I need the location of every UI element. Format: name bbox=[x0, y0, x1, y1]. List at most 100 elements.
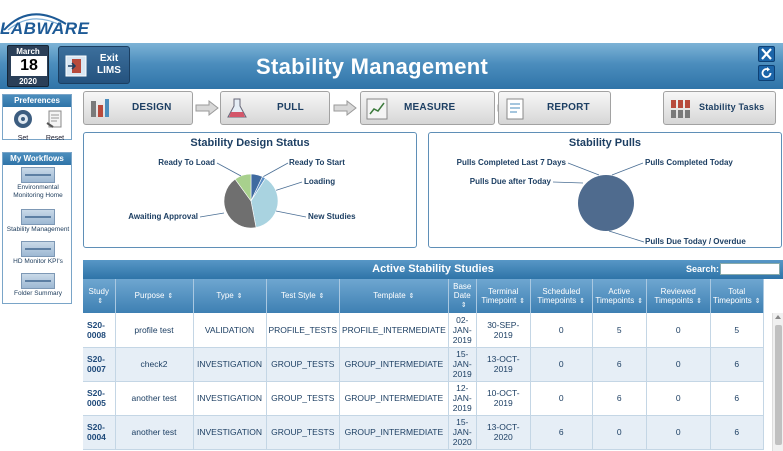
column-header-label: Scheduled Timepoints bbox=[537, 286, 581, 305]
reset-preferences-button[interactable]: Reset bbox=[41, 109, 69, 142]
table-cell: 0 bbox=[530, 313, 593, 348]
column-header[interactable]: Reviewed Timepoints ⇕ bbox=[646, 279, 711, 313]
study-id-cell[interactable]: S20-0008 bbox=[83, 313, 116, 348]
column-header[interactable]: Terminal Timepoint ⇕ bbox=[476, 279, 531, 313]
scroll-up-icon[interactable] bbox=[775, 315, 781, 319]
table-cell: 6 bbox=[710, 381, 764, 416]
workflow-item-stability-management[interactable]: Stability Management bbox=[5, 209, 71, 234]
table-cell: GROUP_TESTS bbox=[266, 347, 340, 382]
table-cell: 5 bbox=[592, 313, 647, 348]
column-header[interactable]: Base Date ⇕ bbox=[448, 279, 477, 313]
preferences-panel: Preferences Set Reset bbox=[2, 94, 72, 142]
column-header[interactable]: Active Timepoints ⇕ bbox=[592, 279, 647, 313]
design-slice[interactable] bbox=[223, 178, 257, 229]
close-icon[interactable] bbox=[758, 46, 775, 62]
table-cell: 0 bbox=[646, 347, 711, 382]
column-header[interactable]: Study⇕ bbox=[83, 279, 116, 313]
column-header-label: Study bbox=[88, 286, 109, 296]
table-row[interactable]: S20-0005 another test INVESTIGATION GROUP_T… bbox=[83, 381, 764, 416]
measure-label: MEASURE bbox=[404, 102, 456, 113]
date-year: 2020 bbox=[19, 77, 37, 86]
pulls-slice-label: Pulls Due Today / Overdue bbox=[645, 237, 746, 246]
stability-design-status-chart: Stability Design Status Ready To Start Lo… bbox=[83, 132, 417, 248]
table-cell: 13-OCT-2019 bbox=[476, 347, 531, 382]
arrow-right-icon bbox=[195, 100, 219, 116]
table-cell: 6 bbox=[710, 415, 764, 450]
table-cell: 0 bbox=[592, 415, 647, 450]
sort-icon[interactable]: ⇕ bbox=[637, 297, 644, 305]
study-id-cell[interactable]: S20-0004 bbox=[83, 415, 116, 450]
design-leader-line bbox=[258, 162, 289, 180]
table-cell: GROUP_INTERMEDIATE bbox=[339, 381, 449, 416]
workflow-label: Stability Management bbox=[6, 226, 70, 233]
column-header-label: Total Timepoints bbox=[712, 286, 752, 305]
sort-icon[interactable]: ⇕ bbox=[754, 297, 761, 305]
exit-lims-button[interactable]: Exit LIMS bbox=[58, 46, 130, 84]
design-button[interactable]: DESIGN bbox=[83, 91, 193, 125]
column-header[interactable]: Scheduled Timepoints ⇕ bbox=[530, 279, 593, 313]
design-slice-label: New Studies bbox=[308, 212, 356, 221]
workflow-thumbnail-icon bbox=[21, 167, 55, 183]
set-preferences-button[interactable]: Set bbox=[9, 109, 37, 142]
column-header[interactable]: Type ⇕ bbox=[193, 279, 267, 313]
table-cell: PROFILE_INTERMEDIATE bbox=[339, 313, 449, 348]
sort-icon[interactable]: ⇕ bbox=[696, 297, 703, 305]
workflow-item-hd-monitor-kpis[interactable]: HD Monitor KPI's bbox=[5, 241, 71, 266]
sort-icon[interactable]: ⇕ bbox=[579, 297, 586, 305]
table-cell: profile test bbox=[115, 313, 194, 348]
sort-icon[interactable]: ⇕ bbox=[97, 297, 104, 305]
pull-label: PULL bbox=[277, 102, 304, 113]
workflow-item-folder-summary[interactable]: Folder Summary bbox=[5, 273, 71, 298]
column-header[interactable]: Purpose ⇕ bbox=[115, 279, 194, 313]
table-row[interactable]: S20-0004 another test INVESTIGATION GROUP_T… bbox=[83, 415, 764, 450]
sort-icon[interactable]: ⇕ bbox=[167, 293, 174, 300]
column-header[interactable]: Template ⇕ bbox=[339, 279, 449, 313]
table-cell: 6 bbox=[592, 347, 647, 382]
report-button[interactable]: REPORT bbox=[498, 91, 611, 125]
study-id-cell[interactable]: S20-0005 bbox=[83, 381, 116, 416]
sort-icon[interactable]: ⇕ bbox=[519, 297, 526, 305]
measure-chart-icon bbox=[366, 98, 388, 120]
app-header: March 18 2020 Exit LIMS Stability Manage… bbox=[0, 43, 783, 89]
design-slice[interactable] bbox=[250, 177, 279, 228]
pulls-slice-label: Pulls Due after Today bbox=[470, 177, 552, 186]
exit-door-icon bbox=[65, 55, 87, 77]
study-id-cell[interactable]: S20-0007 bbox=[83, 347, 116, 382]
refresh-icon[interactable] bbox=[758, 65, 775, 81]
column-header-label: Reviewed Timepoints bbox=[654, 286, 696, 305]
design-label: DESIGN bbox=[132, 102, 172, 113]
search-input[interactable] bbox=[720, 263, 780, 275]
column-header[interactable]: Total Timepoints ⇕ bbox=[710, 279, 764, 313]
measure-button[interactable]: MEASURE bbox=[360, 91, 495, 125]
design-slice[interactable] bbox=[234, 173, 252, 202]
table-cell: another test bbox=[115, 415, 194, 450]
table-cell: 0 bbox=[530, 347, 593, 382]
grid-scrollbar[interactable] bbox=[772, 313, 783, 451]
sort-icon[interactable]: ⇕ bbox=[460, 302, 467, 309]
stability-pulls-chart: Stability Pulls Pulls Due Today / Overdu… bbox=[428, 132, 782, 248]
sort-icon[interactable]: ⇕ bbox=[236, 293, 243, 300]
sort-icon[interactable]: ⇕ bbox=[318, 293, 325, 300]
pull-button[interactable]: PULL bbox=[220, 91, 330, 125]
design-leader-line bbox=[275, 210, 307, 218]
table-header-row: Study⇕ Purpose ⇕ Type ⇕ Test Style ⇕ Template ⇕ B… bbox=[83, 279, 764, 313]
table-cell: GROUP_INTERMEDIATE bbox=[339, 347, 449, 382]
table-cell: INVESTIGATION bbox=[193, 415, 267, 450]
arrow-right-icon bbox=[333, 100, 357, 116]
column-header[interactable]: Test Style ⇕ bbox=[266, 279, 340, 313]
design-slice-label: Ready To Start bbox=[289, 158, 345, 167]
design-pie-chart: Ready To Start Loading New Studies Awaiting… bbox=[128, 158, 356, 229]
sort-icon[interactable]: ⇕ bbox=[408, 293, 415, 300]
column-header-label: Type bbox=[216, 291, 234, 300]
scroll-thumb[interactable] bbox=[775, 325, 782, 445]
stability-tasks-button[interactable]: Stability Tasks bbox=[663, 91, 776, 125]
workflow-item-environmental-monitoring[interactable]: Environmental Monitoring Home bbox=[5, 167, 71, 200]
table-row[interactable]: S20-0008 profile test VALIDATION PROFILE_TE… bbox=[83, 313, 764, 348]
pulls-slice[interactable] bbox=[578, 175, 634, 231]
table-cell: 5 bbox=[710, 313, 764, 348]
active-stability-studies-grid: Active Stability Studies Search: Study⇕ P… bbox=[83, 260, 783, 451]
design-leader-line bbox=[199, 212, 225, 218]
table-row[interactable]: S20-0007 check2 INVESTIGATION GROUP_TESTS GR… bbox=[83, 347, 764, 382]
table-cell: 30-SEP-2019 bbox=[476, 313, 531, 348]
